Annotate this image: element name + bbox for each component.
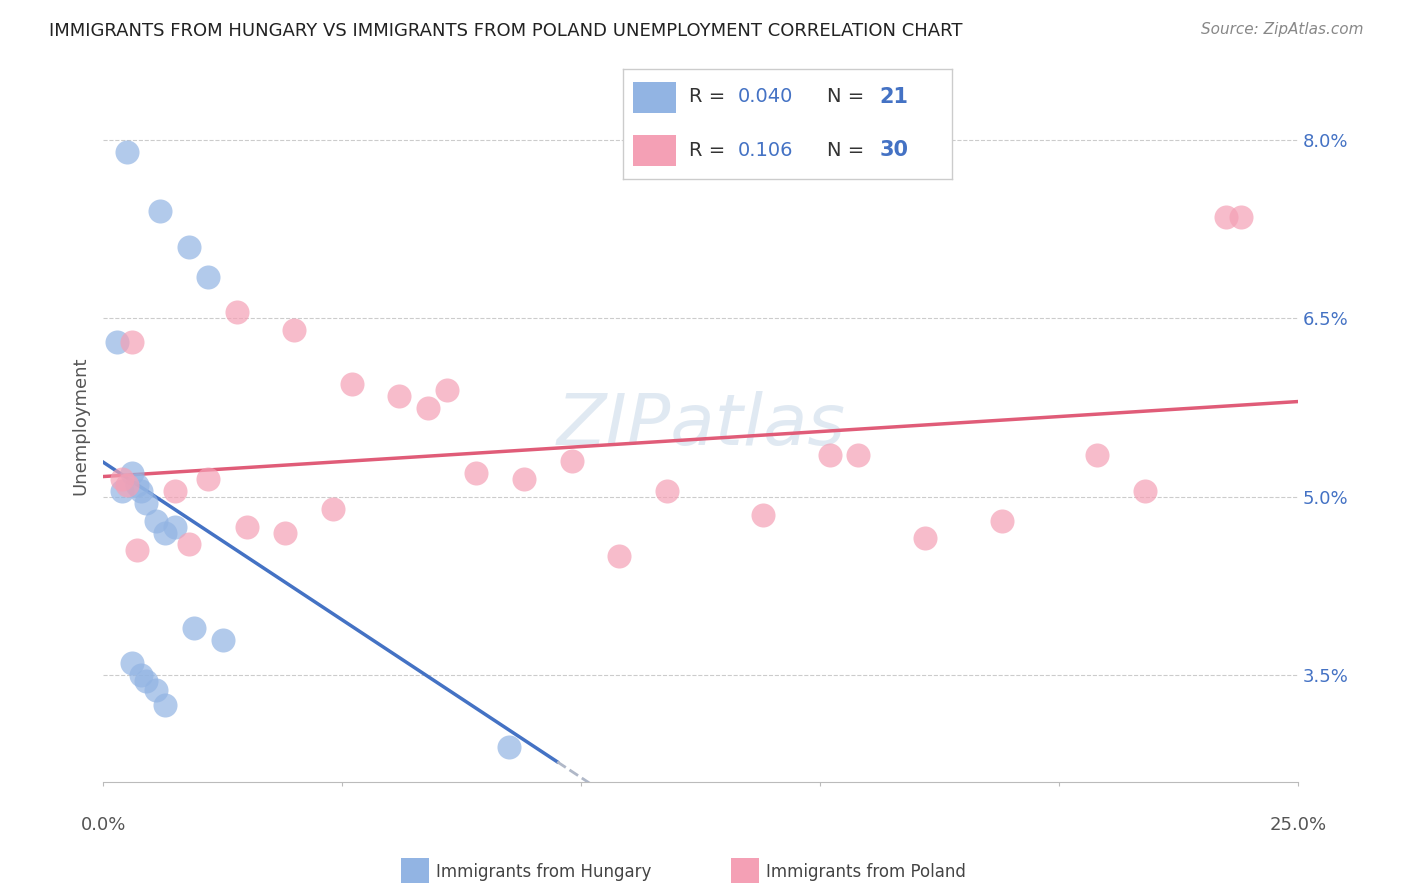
Point: [125, 478, 148, 492]
Point: [183, 621, 205, 635]
Point: [609, 549, 631, 564]
Point: [131, 668, 153, 682]
Point: [155, 525, 177, 540]
Point: [121, 466, 143, 480]
Point: [135, 496, 157, 510]
Point: [197, 472, 219, 486]
Point: [145, 682, 167, 697]
Point: [115, 478, 138, 492]
Point: [465, 466, 488, 480]
Point: [149, 204, 172, 219]
Point: [1229, 211, 1251, 225]
Text: IMMIGRANTS FROM HUNGARY VS IMMIGRANTS FROM POLAND UNEMPLOYMENT CORRELATION CHART: IMMIGRANTS FROM HUNGARY VS IMMIGRANTS FR…: [49, 22, 963, 40]
Point: [418, 401, 440, 415]
Point: [914, 532, 936, 546]
Point: [155, 698, 177, 712]
Text: Source: ZipAtlas.com: Source: ZipAtlas.com: [1201, 22, 1364, 37]
Point: [513, 472, 536, 486]
Point: [111, 472, 134, 486]
Point: [1133, 483, 1156, 498]
Point: [274, 525, 297, 540]
Point: [131, 483, 153, 498]
Text: 0.0%: 0.0%: [80, 815, 125, 834]
Point: [846, 448, 869, 462]
Text: ZIPatlas: ZIPatlas: [557, 391, 845, 460]
Point: [283, 323, 305, 337]
Point: [179, 537, 201, 551]
Point: [211, 632, 233, 647]
Point: [818, 448, 841, 462]
Text: 25.0%: 25.0%: [1270, 815, 1327, 834]
Point: [1085, 448, 1108, 462]
Point: [990, 514, 1012, 528]
Point: [226, 305, 249, 319]
Point: [125, 543, 148, 558]
Point: [235, 519, 257, 533]
Point: [135, 674, 157, 689]
Point: [388, 389, 411, 403]
Point: [197, 269, 219, 284]
Point: [111, 483, 134, 498]
Point: [657, 483, 679, 498]
Point: [163, 483, 186, 498]
Point: [121, 657, 143, 671]
Text: Immigrants from Poland: Immigrants from Poland: [766, 863, 966, 881]
Point: [498, 739, 520, 754]
Point: [436, 383, 458, 397]
Point: [1215, 211, 1237, 225]
Y-axis label: Unemployment: Unemployment: [72, 356, 89, 495]
Point: [145, 514, 167, 528]
Point: [121, 335, 143, 350]
Point: [340, 376, 363, 391]
Point: [107, 335, 129, 350]
Point: [179, 240, 201, 254]
Point: [322, 501, 344, 516]
Point: [115, 145, 138, 159]
Point: [751, 508, 773, 522]
Point: [561, 454, 583, 468]
Text: Immigrants from Hungary: Immigrants from Hungary: [436, 863, 651, 881]
Point: [163, 519, 186, 533]
